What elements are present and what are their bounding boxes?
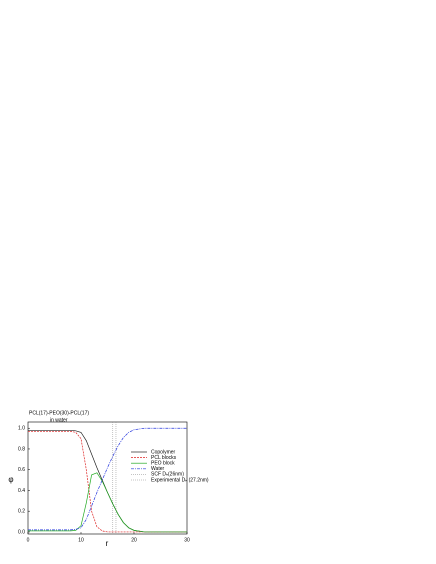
legend-label: Copolymer [151,449,176,455]
legend-label: Experimental Dₕ (27.2nm) [151,477,209,483]
line-series [28,427,187,531]
plot-frame [27,421,188,535]
x-tick-label: 0 [27,537,30,543]
legend-label: PCL blocks [151,455,177,461]
line-series [28,430,187,533]
y-tick-label: 1.0 [18,426,25,432]
y-tick-label: 0.8 [18,446,25,452]
x-tick-label: 30 [184,537,190,543]
chart-subtitle: in water [50,417,68,423]
y-tick-label: 0.6 [18,467,25,473]
y-tick-label: 0.2 [18,509,25,515]
y-axis-label: φ [8,475,13,484]
legend-label: PEO block [151,461,175,467]
line-series [28,472,187,533]
chart-title: PCL(17)-PEO(30)-PCL(17) [29,410,89,416]
legend-label: Water [151,466,164,472]
y-tick-label: 0.4 [18,488,25,494]
x-tick-label: 20 [131,537,137,543]
x-axis-label: r [106,539,109,548]
legend-label: SCF Dₕ(26nm) [151,472,184,478]
x-tick-label: 10 [78,537,84,543]
y-tick-label: 0.0 [18,529,25,535]
